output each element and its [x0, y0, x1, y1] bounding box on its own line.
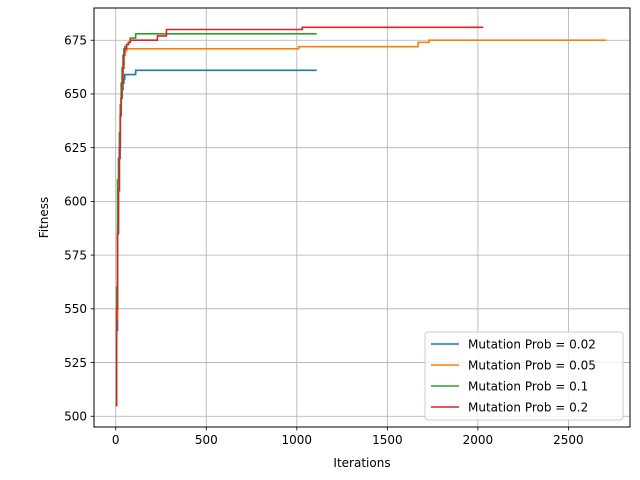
x-axis-label: Iterations	[333, 456, 390, 470]
y-axis-label: Fitness	[37, 197, 51, 239]
x-tick-label: 1500	[372, 433, 403, 447]
legend-box	[424, 331, 624, 421]
x-tick-label: 2000	[463, 433, 494, 447]
y-tick-label: 650	[64, 87, 87, 101]
legend-entry: Mutation Prob = 0.1	[468, 379, 588, 393]
series-lines	[115, 26, 607, 407]
legend-entry: Mutation Prob = 0.2	[468, 400, 588, 414]
grid	[94, 8, 630, 427]
series-line-3	[115, 26, 484, 407]
y-tick-label: 525	[64, 356, 87, 370]
y-tick-label: 500	[64, 410, 87, 424]
x-axis-ticks: 0 500 1000 1500 2000 2500	[112, 427, 584, 447]
y-axis-ticks: 500 525 550 575 600 625 650 675	[64, 34, 94, 424]
y-tick-label: 675	[64, 34, 87, 48]
legend-entry: Mutation Prob = 0.02	[468, 337, 596, 351]
legend-entry: Mutation Prob = 0.05	[468, 358, 596, 372]
y-tick-label: 550	[64, 302, 87, 316]
x-tick-label: 1000	[282, 433, 313, 447]
x-tick-label: 2500	[553, 433, 584, 447]
x-tick-label: 500	[195, 433, 218, 447]
y-tick-label: 575	[64, 248, 87, 262]
x-tick-label: 0	[112, 433, 120, 447]
plot-frame	[93, 7, 631, 428]
y-tick-label: 625	[64, 141, 87, 155]
legend: Mutation Prob = 0.02 Mutation Prob = 0.05…	[424, 331, 624, 421]
y-tick-label: 600	[64, 195, 87, 209]
series-line-2	[115, 32, 317, 407]
